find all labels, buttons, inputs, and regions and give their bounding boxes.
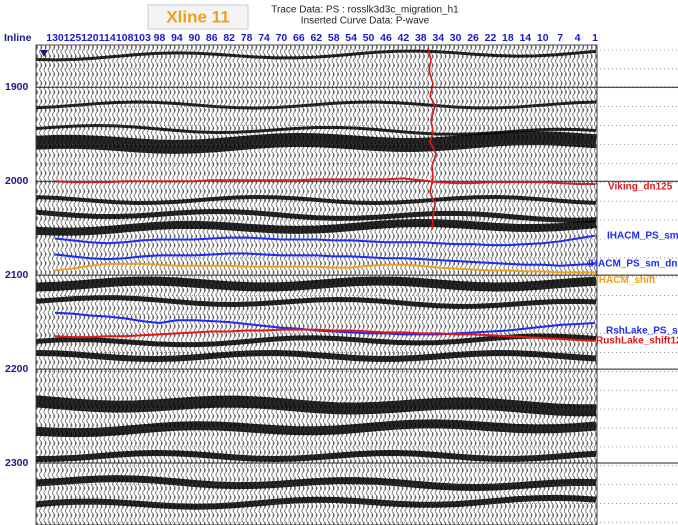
reflector-band [36,350,597,362]
reflector-band [36,395,597,417]
chart-title: Xline 11 [166,7,229,26]
horizon [54,262,595,274]
well-log-curve [427,47,437,231]
x-tick-label: 86 [206,32,218,44]
reflector-band [36,295,597,309]
x-axis-label: Inline [4,32,32,44]
reflector-band [36,419,597,438]
reflector-band [36,131,597,154]
reflector-band [36,100,597,110]
x-tick-label: 94 [171,32,183,44]
x-tick-label: 54 [345,32,357,44]
reflector-band [36,276,597,292]
horizon [54,328,596,342]
x-tick-label: 120 [81,32,99,44]
horizon [54,252,596,267]
x-tick-label: 78 [241,32,253,44]
x-tick-label: 14 [519,32,531,44]
horizon-label: Viking_dn125 [608,182,673,193]
x-tick-label: 70 [276,32,288,44]
x-tick-label: 114 [99,32,116,44]
horizon-label: IHACM_PS_sm_dn20 [588,259,678,270]
y-tick-label: 1900 [5,81,29,93]
x-tick-label: 90 [189,32,201,44]
x-tick-label: 42 [398,32,410,44]
reflector-band [36,218,597,236]
x-tick-label: 50 [363,32,375,44]
x-tick-label: 22 [485,32,497,44]
horizon [54,234,596,247]
y-tick-label: 2000 [5,175,29,187]
reflector-band [36,333,597,348]
x-tick-label: 30 [450,32,462,44]
x-tick-label: 10 [537,32,549,44]
x-tick-label: 7 [557,32,563,44]
reflector-band [36,195,597,205]
seismic-section [36,45,597,525]
x-tick-label: 58 [328,32,340,44]
x-tick-label: 103 [133,32,151,44]
plot-frame [35,44,598,525]
x-tick-label: 46 [380,32,392,44]
horizon-label: RushLake_shift125 [596,336,678,347]
x-tick-label: 98 [154,32,166,44]
horizon-label: IHACM_shift [596,275,656,286]
x-tick-label: 1 [592,32,598,44]
horizon-label: RshLake_PS_sm [606,326,678,337]
x-tick-label: 26 [467,32,479,44]
x-tick-label: 66 [293,32,305,44]
curve-data-label: Inserted Curve Data: P-wave [301,16,430,27]
x-tick-label: 108 [116,32,134,44]
horizon-label: IHACM_PS_sm [607,230,678,241]
x-tick-label: 38 [415,32,427,44]
y-tick-label: 2100 [5,269,29,281]
reflector-band [36,208,597,223]
x-tick-label: 4 [575,32,581,44]
horizon [54,177,595,186]
reflector-band [36,450,597,462]
reflector-band [36,494,597,510]
reflector-band [36,49,597,62]
trace-data-label: Trace Data: PS : rosslk3d3c_migration_h1 [271,5,459,16]
x-tick-label: 62 [310,32,322,44]
y-tick-label: 2300 [5,457,29,469]
x-tick-label: 130 [46,32,64,44]
x-tick-label: 125 [64,32,82,44]
x-tick-label: 18 [502,32,514,44]
title-box [147,4,249,30]
reflector-band [36,475,597,491]
x-tick-label: 34 [432,32,444,44]
x-tick-label: 82 [223,32,235,44]
y-tick-label: 2200 [5,363,29,375]
x-tick-label: 74 [258,32,270,44]
marker [40,50,48,57]
